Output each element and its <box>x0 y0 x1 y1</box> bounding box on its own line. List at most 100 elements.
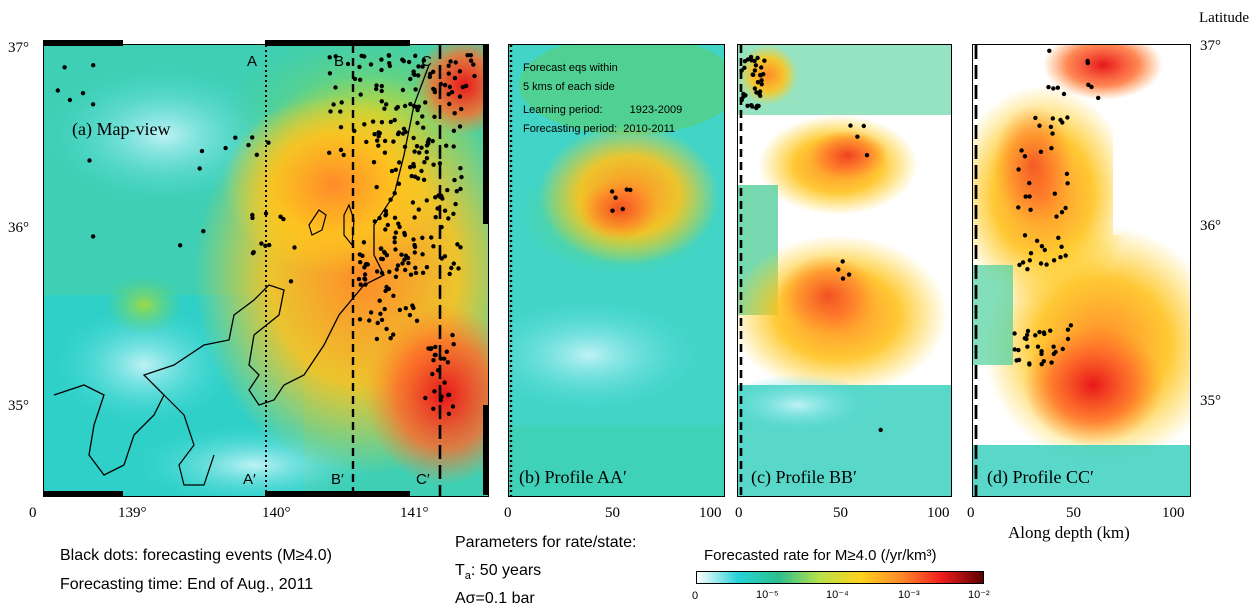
event-dot <box>378 246 384 251</box>
event-dot <box>438 81 444 87</box>
event-dot <box>339 100 344 105</box>
event-dot <box>388 197 393 202</box>
event-dot <box>446 411 452 416</box>
event-dot <box>1089 84 1094 90</box>
event-dot <box>762 58 767 63</box>
event-dot <box>1041 330 1047 335</box>
event-dot <box>452 177 457 183</box>
event-dot <box>1049 146 1054 151</box>
map-frame-bar-top-1 <box>43 40 123 46</box>
event-dot <box>438 398 443 403</box>
event-dot <box>392 191 397 196</box>
event-dot <box>449 265 454 271</box>
event-dot <box>393 230 399 235</box>
event-dot <box>395 263 401 268</box>
event-dot <box>431 162 436 167</box>
event-dot <box>413 270 419 276</box>
event-dot <box>1027 258 1032 263</box>
event-dot <box>426 346 431 351</box>
event-dot <box>352 128 357 134</box>
event-dot <box>376 143 381 148</box>
profile-aa-panel: Forecast eqs within 5 kms of each side L… <box>508 44 725 497</box>
event-dot <box>861 123 866 129</box>
event-dot <box>338 125 344 130</box>
profile-line-c-bottom-label: C′ <box>416 471 430 488</box>
event-dot <box>444 349 449 354</box>
event-dot <box>1056 235 1061 240</box>
profile-d-x-0: 0 <box>967 505 975 521</box>
info-line-2: 5 kms of each side <box>523 81 615 93</box>
event-dot <box>178 243 183 248</box>
event-dot <box>1041 359 1046 364</box>
event-dot <box>376 130 381 135</box>
event-dot <box>423 395 428 401</box>
event-dot <box>362 276 367 281</box>
event-dot <box>292 245 297 250</box>
profile-line-c-top-label: C <box>421 53 432 70</box>
event-dot <box>1025 328 1031 334</box>
event-dot <box>456 266 461 271</box>
event-dot <box>446 63 451 68</box>
event-dot <box>376 134 381 139</box>
event-dot <box>427 74 432 80</box>
event-dot <box>387 61 392 66</box>
event-dot <box>402 232 408 238</box>
profile-c-x-50: 50 <box>833 505 848 521</box>
event-dot <box>752 68 758 73</box>
event-dot <box>445 360 451 365</box>
event-dot <box>1012 347 1017 352</box>
event-dot <box>333 85 338 90</box>
black-dots-note: Black dots: forecasting events (M≥4.0) <box>60 547 333 564</box>
event-dot <box>446 92 451 97</box>
event-dot <box>1058 255 1063 260</box>
colorbar-label-1e-4: 10⁻⁴ <box>826 589 849 601</box>
event-dot <box>263 243 268 248</box>
event-dot <box>759 78 764 83</box>
event-dot <box>431 244 436 249</box>
event-dot <box>360 253 365 258</box>
event-dot <box>331 102 336 107</box>
event-dot <box>263 211 269 216</box>
event-dot <box>745 103 750 108</box>
event-dot <box>380 256 386 262</box>
event-dot <box>382 306 387 312</box>
event-dot <box>327 150 332 155</box>
params-title: Parameters for rate/state: <box>455 534 637 551</box>
event-dot <box>846 272 852 277</box>
event-dot <box>392 117 397 123</box>
map-view-panel: (a) Map-view A B C A′ B′ C′ <box>43 44 489 497</box>
event-dot <box>432 114 437 120</box>
event-dot <box>250 135 255 140</box>
event-dot <box>459 174 464 180</box>
event-dot <box>90 102 96 107</box>
event-dot <box>420 270 426 275</box>
event-dot <box>1022 233 1028 238</box>
event-dot <box>411 305 416 311</box>
event-dot <box>1035 344 1041 349</box>
event-dot <box>1049 360 1054 365</box>
event-dot <box>368 62 374 67</box>
profile-b-x-100: 100 <box>699 505 722 521</box>
learning-period-value: 1923-2009 <box>629 104 683 116</box>
event-dot <box>430 371 435 377</box>
event-dot <box>628 187 633 193</box>
event-dot <box>399 252 404 257</box>
event-dot <box>1085 58 1090 64</box>
event-dot <box>451 342 456 347</box>
event-dot <box>433 344 438 350</box>
event-dot <box>1022 154 1028 159</box>
event-dot <box>412 174 418 179</box>
event-dot <box>439 256 444 261</box>
event-dot <box>613 195 618 200</box>
event-dot <box>363 282 368 287</box>
profile-b-x-50: 50 <box>605 505 620 521</box>
event-dot <box>465 53 470 58</box>
event-dot <box>250 251 256 256</box>
event-dot <box>424 265 430 270</box>
event-dot <box>382 249 387 255</box>
event-dot <box>357 317 363 322</box>
event-dot <box>1096 95 1101 101</box>
lon-label-140: 140° <box>262 505 291 521</box>
event-dot <box>1050 116 1055 121</box>
learning-period: Learning period: 1923-2009 <box>523 101 682 120</box>
